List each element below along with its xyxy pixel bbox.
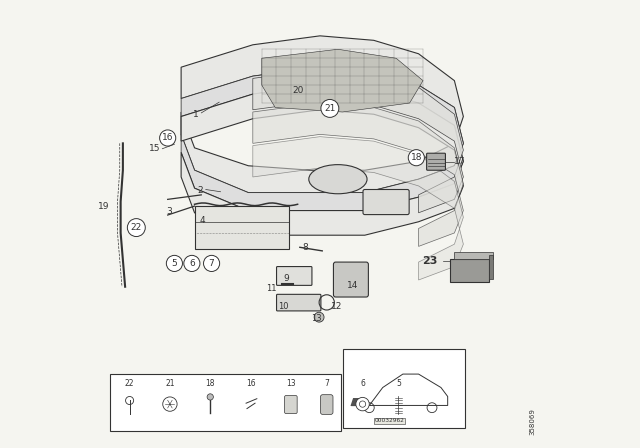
- Text: 8: 8: [302, 243, 308, 252]
- Text: 1: 1: [193, 110, 198, 119]
- Polygon shape: [262, 49, 423, 112]
- Text: 12: 12: [332, 302, 342, 311]
- Text: 5: 5: [172, 259, 177, 268]
- Text: 7: 7: [209, 259, 214, 268]
- Text: 16: 16: [162, 134, 173, 142]
- Text: 21: 21: [165, 379, 175, 388]
- Polygon shape: [253, 103, 463, 246]
- Polygon shape: [181, 85, 463, 235]
- Circle shape: [408, 150, 424, 166]
- Text: 22: 22: [131, 223, 142, 232]
- Text: 7: 7: [324, 379, 329, 388]
- Text: 18: 18: [411, 153, 422, 162]
- Text: 18: 18: [205, 379, 215, 388]
- Polygon shape: [181, 67, 463, 211]
- Text: 23: 23: [422, 256, 437, 266]
- Text: 6: 6: [189, 259, 195, 268]
- Circle shape: [127, 219, 145, 237]
- FancyBboxPatch shape: [363, 190, 409, 215]
- FancyBboxPatch shape: [321, 395, 333, 414]
- FancyBboxPatch shape: [490, 255, 493, 279]
- Text: 15: 15: [149, 144, 161, 153]
- Text: 11: 11: [266, 284, 277, 293]
- Text: 22: 22: [125, 379, 134, 388]
- Text: 4: 4: [200, 216, 205, 225]
- Circle shape: [166, 255, 182, 271]
- Text: 21: 21: [324, 104, 335, 113]
- FancyBboxPatch shape: [333, 262, 369, 297]
- Circle shape: [321, 99, 339, 117]
- Polygon shape: [181, 36, 463, 193]
- FancyBboxPatch shape: [454, 252, 493, 259]
- Circle shape: [159, 130, 176, 146]
- FancyBboxPatch shape: [343, 349, 465, 428]
- Circle shape: [356, 397, 369, 411]
- Text: 00032962: 00032962: [375, 418, 405, 423]
- Ellipse shape: [308, 165, 367, 194]
- FancyBboxPatch shape: [110, 374, 340, 431]
- Circle shape: [204, 255, 220, 271]
- FancyBboxPatch shape: [285, 396, 297, 414]
- Circle shape: [184, 255, 200, 271]
- Text: 358069: 358069: [529, 408, 535, 435]
- FancyBboxPatch shape: [427, 153, 445, 170]
- Text: 9: 9: [284, 274, 289, 283]
- Text: 5: 5: [396, 379, 401, 388]
- Polygon shape: [351, 399, 360, 405]
- Text: 6: 6: [360, 379, 365, 388]
- Circle shape: [207, 394, 213, 400]
- FancyBboxPatch shape: [195, 206, 289, 249]
- Text: 14: 14: [347, 281, 358, 290]
- Text: 20: 20: [293, 86, 304, 95]
- Text: 10: 10: [278, 302, 289, 311]
- Circle shape: [314, 312, 324, 322]
- FancyBboxPatch shape: [276, 294, 321, 311]
- FancyBboxPatch shape: [276, 267, 312, 285]
- Polygon shape: [253, 69, 463, 213]
- Text: 13: 13: [286, 379, 296, 388]
- Polygon shape: [253, 137, 463, 280]
- Text: 16: 16: [246, 379, 255, 388]
- Text: 17: 17: [454, 157, 466, 166]
- Text: 13: 13: [311, 314, 322, 323]
- Text: 19: 19: [98, 202, 109, 211]
- Text: 2: 2: [197, 186, 203, 195]
- FancyBboxPatch shape: [450, 259, 490, 282]
- Text: 3: 3: [166, 207, 172, 216]
